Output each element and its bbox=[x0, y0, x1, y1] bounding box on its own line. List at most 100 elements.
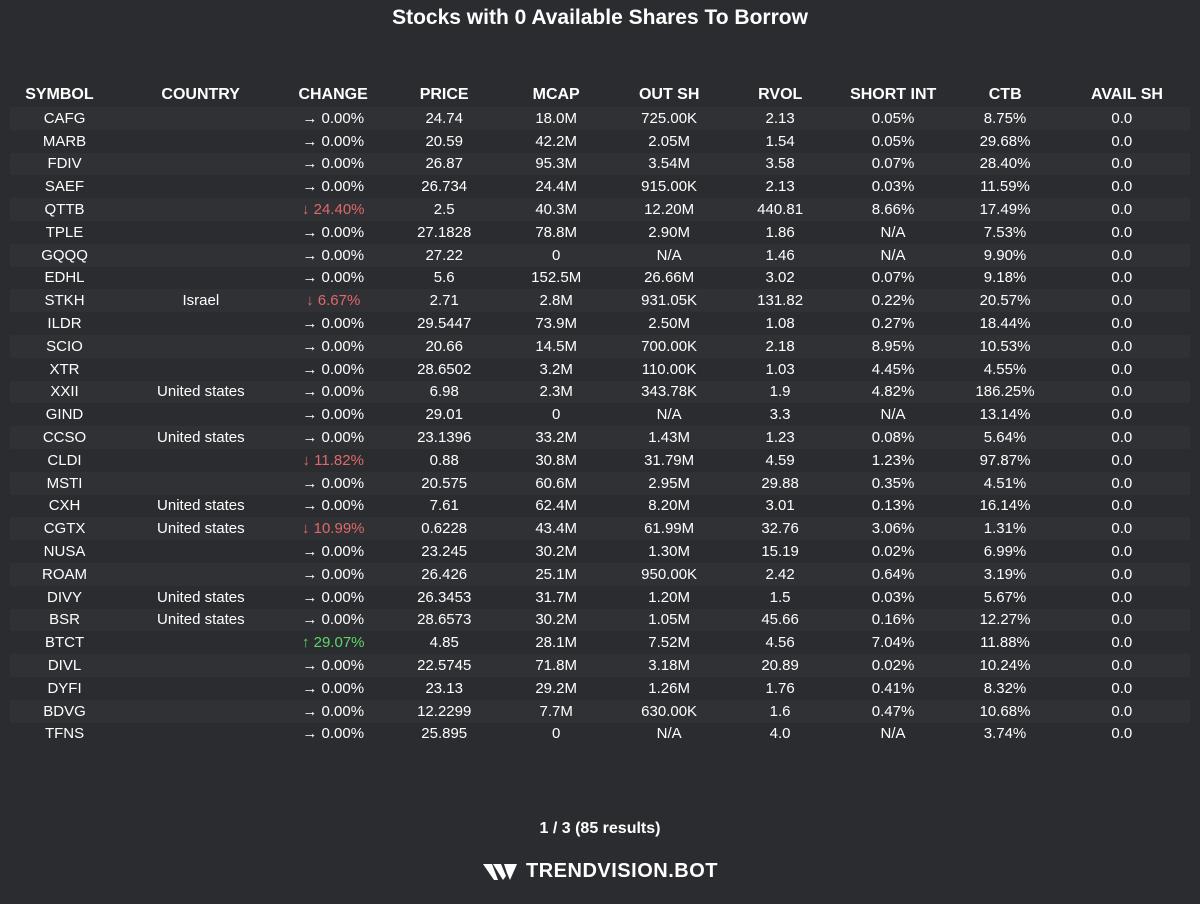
cell-mcap: 3.2M bbox=[539, 360, 573, 378]
table-row[interactable]: CGTX United states ↓ 10.99% 0.6228 43.4M 61.9… bbox=[10, 517, 1190, 541]
table-row[interactable]: ROAM → 0.00% 26.426 25.1M 950.00K 2.42 0.64% 3.… bbox=[10, 562, 1190, 586]
cell-symbol: TPLE bbox=[45, 223, 84, 241]
cell-short-int: 0.08% bbox=[871, 429, 915, 447]
table-row[interactable]: SCIO → 0.00% 20.66 14.5M 700.00K 2.18 8.95% 10.… bbox=[10, 334, 1190, 358]
table-row[interactable]: CAFG → 0.00% 24.74 18.0M 725.00K 2.13 0.05% 8.7… bbox=[10, 107, 1190, 130]
cell-short-int: 0.05% bbox=[871, 109, 915, 127]
cell-out-sh: 931.05K bbox=[641, 292, 698, 310]
cell-rvol: 15.19 bbox=[761, 543, 799, 561]
header-country[interactable]: COUNTRY bbox=[161, 86, 240, 103]
header-short-int[interactable]: SHORT INT bbox=[850, 86, 937, 103]
header-rvol[interactable]: RVOL bbox=[758, 86, 803, 103]
table-row[interactable]: DIVL → 0.00% 22.5745 71.8M 3.18M 20.89 0.02% 10… bbox=[10, 654, 1190, 677]
cell-symbol: CCSO bbox=[42, 429, 87, 447]
cell-avail-sh: 0.0 bbox=[1111, 201, 1133, 219]
header-symbol[interactable]: SYMBOL bbox=[25, 86, 94, 103]
cell-change: → 0.00% bbox=[302, 543, 365, 561]
cell-avail-sh: 0.0 bbox=[1111, 611, 1133, 629]
cell-out-sh: N/A bbox=[656, 246, 682, 264]
cell-change: → 0.00% bbox=[302, 657, 365, 675]
cell-rvol: 1.54 bbox=[765, 132, 795, 150]
table-row[interactable]: BSR United states → 0.00% 28.6573 30.2M 1.05M… bbox=[10, 608, 1190, 632]
trendvision-logo-icon bbox=[483, 863, 518, 880]
table-row[interactable]: STKH Israel ↓ 6.67% 2.71 2.8M 931.05K 131.82 0.… bbox=[10, 289, 1190, 313]
table-row[interactable]: XTR → 0.00% 28.6502 3.2M 110.00K 1.03 4.45% 4.5… bbox=[10, 358, 1190, 381]
cell-ctb: 18.44% bbox=[979, 315, 1031, 333]
cell-short-int: 0.02% bbox=[871, 543, 915, 561]
header-change[interactable]: CHANGE bbox=[298, 86, 368, 103]
cell-ctb: 11.59% bbox=[980, 178, 1030, 196]
cell-ctb: 13.14% bbox=[979, 406, 1031, 424]
cell-country: Israel bbox=[182, 292, 220, 310]
cell-avail-sh: 0.0 bbox=[1111, 657, 1133, 675]
cell-change: ↑ 29.07% bbox=[301, 634, 365, 652]
table-row[interactable]: CXH United states → 0.00% 7.61 62.4M 8.20M 3.0… bbox=[10, 495, 1190, 518]
cell-out-sh: 61.99M bbox=[644, 520, 695, 538]
cell-rvol: 2.13 bbox=[765, 178, 795, 196]
cell-symbol: CLDI bbox=[47, 451, 82, 469]
cell-price: 0.88 bbox=[429, 451, 459, 469]
table-row[interactable]: MSTI → 0.00% 20.575 60.6M 2.95M 29.88 0.35% 4.5… bbox=[10, 471, 1190, 495]
table-row[interactable]: DYFI → 0.00% 23.13 29.2M 1.26M 1.76 0.41% 8.32%… bbox=[10, 677, 1190, 700]
cell-rvol: 4.56 bbox=[765, 634, 795, 652]
cell-symbol: CXH bbox=[48, 497, 81, 515]
cell-change: → 0.00% bbox=[302, 269, 365, 287]
table-row[interactable]: SAEF → 0.00% 26.734 24.4M 915.00K 2.13 0.03% 11… bbox=[10, 175, 1190, 198]
cell-price: 27.22 bbox=[425, 246, 463, 264]
cell-short-int: 0.05% bbox=[871, 132, 915, 150]
table-row[interactable]: MARB → 0.00% 20.59 42.2M 2.05M 1.54 0.05% 29.68… bbox=[10, 130, 1190, 153]
page-title: Stocks with 0 Available Shares To Borrow bbox=[392, 6, 808, 29]
cell-country: United states bbox=[157, 611, 245, 629]
cell-change: → 0.00% bbox=[302, 497, 365, 515]
cell-symbol: DYFI bbox=[47, 679, 82, 697]
cell-avail-sh: 0.0 bbox=[1111, 725, 1133, 743]
cell-price: 5.6 bbox=[433, 269, 455, 287]
header-price[interactable]: PRICE bbox=[419, 86, 469, 103]
table-row[interactable]: XXII United states → 0.00% 6.98 2.3M 343.78K 1… bbox=[10, 380, 1190, 404]
cell-rvol: 1.5 bbox=[769, 588, 791, 606]
header-mcap[interactable]: MCAP bbox=[532, 86, 580, 103]
header-ctb[interactable]: CTB bbox=[988, 86, 1022, 103]
table-row[interactable]: TFNS → 0.00% 25.895 0 N/A 4.0 N/A 3.74% 0.0 bbox=[10, 723, 1190, 746]
table-row[interactable]: FDIV → 0.00% 26.87 95.3M 3.54M 3.58 0.07% 28.40… bbox=[10, 152, 1190, 176]
table-row[interactable]: BTCT ↑ 29.07% 4.85 28.1M 7.52M 4.56 7.04% 11.88… bbox=[10, 631, 1190, 654]
cell-price: 20.575 bbox=[421, 474, 468, 492]
cell-symbol: BTCT bbox=[44, 634, 85, 652]
cell-change: → 0.00% bbox=[302, 702, 365, 720]
cell-short-int: 0.35% bbox=[871, 474, 915, 492]
cell-avail-sh: 0.0 bbox=[1111, 109, 1133, 127]
cell-short-int: 0.41% bbox=[871, 679, 915, 697]
cell-change: ↓ 11.82% bbox=[302, 451, 364, 469]
cell-symbol: CGTX bbox=[43, 520, 86, 538]
cell-mcap: 29.2M bbox=[535, 679, 578, 697]
cell-avail-sh: 0.0 bbox=[1111, 132, 1133, 150]
table-row[interactable]: CCSO United states → 0.00% 23.1396 33.2M 1.43… bbox=[10, 426, 1190, 449]
cell-change: → 0.00% bbox=[302, 178, 365, 196]
cell-ctb: 10.24% bbox=[979, 657, 1031, 675]
table-row[interactable]: BDVG → 0.00% 12.2299 7.7M 630.00K 1.6 0.47% 10.… bbox=[10, 699, 1190, 723]
cell-rvol: 1.23 bbox=[765, 429, 795, 447]
table-row[interactable]: EDHL → 0.00% 5.6 152.5M 26.66M 3.02 0.07% 9.18%… bbox=[10, 267, 1190, 290]
table-row[interactable]: CLDI ↓ 11.82% 0.88 30.8M 31.79M 4.59 1.23% 97.8… bbox=[10, 449, 1190, 472]
cell-avail-sh: 0.0 bbox=[1111, 520, 1133, 538]
cell-out-sh: 915.00K bbox=[641, 178, 698, 196]
cell-out-sh: 1.20M bbox=[648, 588, 690, 606]
table-row[interactable]: GIND → 0.00% 29.01 0 N/A 3.3 N/A 13.14% 0.0 bbox=[10, 403, 1190, 426]
cell-symbol: FDIV bbox=[47, 155, 82, 173]
cell-change: → 0.00% bbox=[302, 246, 365, 264]
table-row[interactable]: NUSA → 0.00% 23.245 30.2M 1.30M 15.19 0.02% 6.9… bbox=[10, 540, 1190, 563]
cell-short-int: 0.22% bbox=[871, 292, 915, 310]
table-row[interactable]: QTTB ↓ 24.40% 2.5 40.3M 12.20M 440.81 8.66% 17.… bbox=[10, 198, 1190, 221]
header-avail-sh[interactable]: AVAIL SH bbox=[1090, 86, 1163, 103]
cell-avail-sh: 0.0 bbox=[1111, 178, 1133, 196]
table-row[interactable]: ILDR → 0.00% 29.5447 73.9M 2.50M 1.08 0.27% 18.… bbox=[10, 312, 1190, 335]
brand-name: TRENDVISION.BOT bbox=[526, 860, 718, 882]
table-row[interactable]: GQQQ → 0.00% 27.22 0 N/A 1.46 N/A 9.90% 0.0 bbox=[10, 243, 1190, 267]
cell-rvol: 1.03 bbox=[765, 360, 795, 378]
table-row[interactable]: TPLE → 0.00% 27.1828 78.8M 2.90M 1.86 N/A 7.53%… bbox=[10, 221, 1190, 244]
cell-short-int: 1.23% bbox=[871, 451, 915, 469]
cell-out-sh: 31.79M bbox=[644, 451, 695, 469]
header-out-sh[interactable]: OUT SH bbox=[638, 86, 700, 103]
table-row[interactable]: DIVY United states → 0.00% 26.3453 31.7M 1.20… bbox=[10, 586, 1190, 609]
cell-change: → 0.00% bbox=[302, 679, 365, 697]
